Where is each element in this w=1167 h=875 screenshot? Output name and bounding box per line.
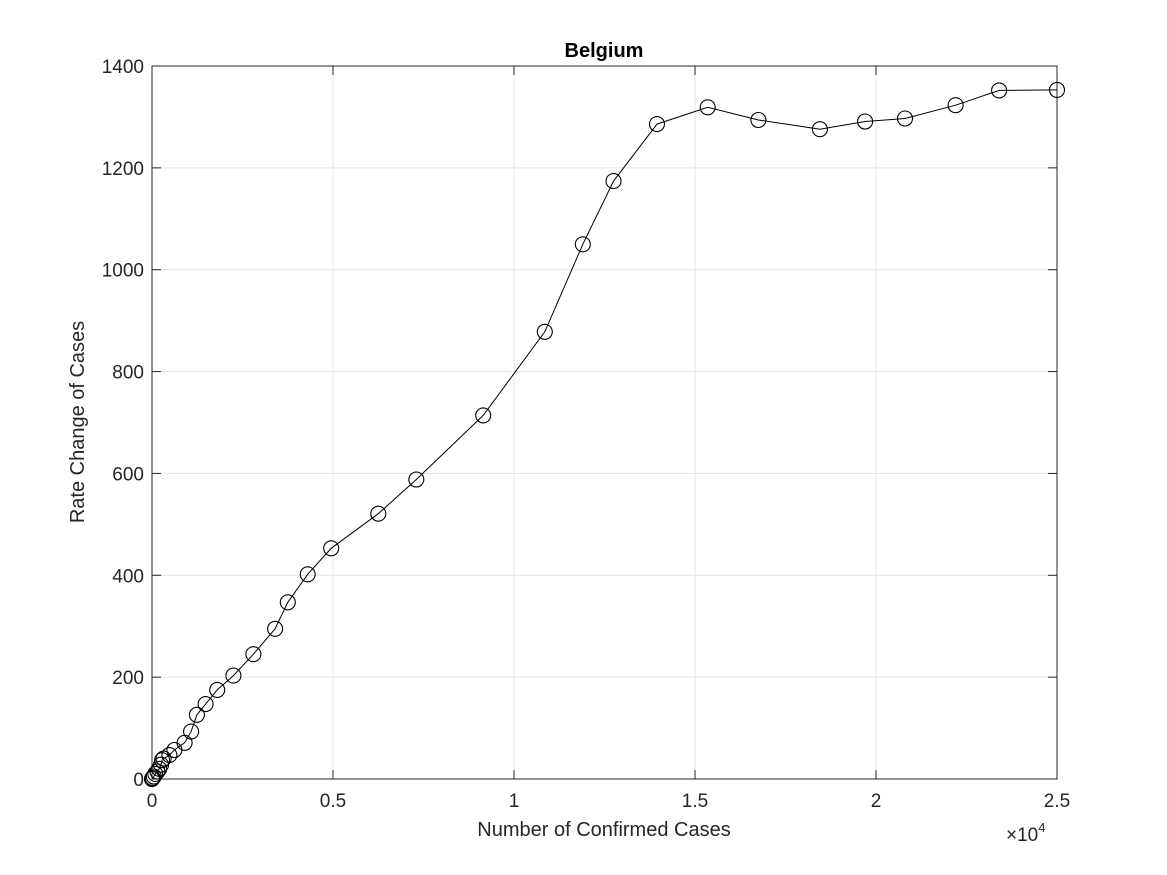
data-point bbox=[161, 747, 178, 764]
data-point bbox=[947, 97, 964, 114]
data-point bbox=[279, 594, 296, 611]
y-tick-label: 600 bbox=[112, 464, 144, 485]
data-point bbox=[267, 620, 284, 637]
x-axis-exponent-base: ×10 bbox=[1006, 825, 1038, 846]
data-point bbox=[750, 111, 767, 129]
data-point bbox=[209, 681, 226, 698]
data-point bbox=[475, 407, 492, 424]
series-group bbox=[143, 81, 1066, 788]
data-point bbox=[245, 646, 262, 663]
x-tick-label: 2.5 bbox=[1044, 791, 1070, 812]
x-tick-label: 0.5 bbox=[320, 791, 346, 812]
x-tick-label: 0 bbox=[147, 791, 158, 812]
y-tick-label: 1000 bbox=[102, 261, 144, 282]
data-point bbox=[147, 765, 164, 782]
data-point bbox=[188, 706, 205, 723]
x-axis-label: Number of Confirmed Cases bbox=[477, 819, 730, 841]
data-point bbox=[991, 82, 1008, 99]
data-point bbox=[605, 173, 622, 190]
y-tick-label: 1400 bbox=[102, 57, 144, 78]
ticks: 0 0.5 1 1.5 2 2.5 0 200 400 600 800 1000 1200 1400 bbox=[102, 57, 1070, 812]
y-axis-label: Rate Change of Cases bbox=[67, 321, 89, 523]
y-tick-label: 800 bbox=[112, 363, 144, 384]
data-point bbox=[183, 723, 200, 740]
x-axis-exponent: ×104 bbox=[1006, 820, 1045, 846]
y-tick-label: 400 bbox=[112, 566, 144, 587]
data-point bbox=[574, 236, 591, 253]
x-axis-exponent-power: 4 bbox=[1038, 820, 1045, 835]
data-point bbox=[323, 540, 340, 557]
data-point bbox=[370, 505, 387, 522]
chart-title: Belgium bbox=[565, 40, 644, 62]
data-point bbox=[408, 471, 425, 488]
data-point bbox=[197, 696, 214, 713]
y-tick-label: 1200 bbox=[102, 159, 144, 180]
data-point bbox=[151, 760, 168, 777]
data-point bbox=[857, 113, 874, 130]
x-tick-label: 2 bbox=[871, 791, 882, 812]
x-tick-label: 1 bbox=[509, 791, 520, 812]
data-point bbox=[299, 566, 316, 583]
data-point bbox=[225, 667, 242, 684]
y-tick-label: 200 bbox=[112, 668, 144, 689]
plot-box bbox=[151, 65, 1058, 780]
x-tick-label: 1.5 bbox=[682, 791, 708, 812]
data-point bbox=[536, 323, 553, 340]
data-point bbox=[699, 99, 716, 116]
data-point bbox=[648, 116, 666, 133]
y-tick-label: 0 bbox=[133, 770, 144, 791]
data-point bbox=[811, 121, 828, 138]
data-point bbox=[896, 110, 914, 127]
data-point bbox=[1048, 81, 1066, 98]
